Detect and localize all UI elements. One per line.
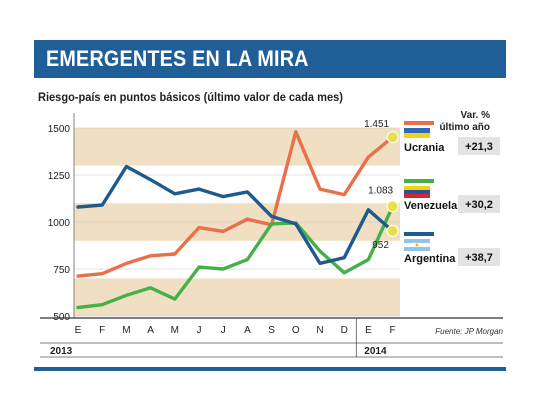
var-header-line2: último año [439, 122, 490, 133]
x-tick-label: M [171, 325, 179, 336]
x-tick-label: E [75, 325, 82, 336]
x-tick-label: A [147, 325, 154, 336]
x-tick-label: S [268, 325, 275, 336]
year-label: 2013 [50, 346, 73, 357]
chart-legend: Ucrania +21,3 Venezuela +30,2 Argentina +38,7 [403, 121, 500, 266]
change-box [458, 195, 500, 213]
venezuela-flag-blue [404, 190, 430, 194]
change-box [458, 137, 500, 155]
marker-argentina [386, 225, 399, 238]
band-0 [74, 128, 400, 166]
page-title: EMERGENTES EN LA MIRA [46, 46, 309, 71]
line-ucrania [76, 130, 395, 278]
y-tick-label: 1000 [48, 218, 71, 229]
x-tick-label: E [365, 325, 372, 336]
x-axis: E F M A M J J A S O N D E F 2013 2014 [40, 317, 503, 358]
venezuela-flag-red [404, 194, 430, 198]
marker-venezuela [386, 200, 399, 213]
header-banner: EMERGENTES EN LA MIRA [34, 40, 506, 78]
y-tick-label: 750 [53, 265, 70, 276]
x-tick-label: O [292, 325, 300, 336]
chart-subtitle: Riesgo-país en puntos básicos (último va… [38, 90, 343, 104]
band-2 [74, 278, 400, 316]
venezuela-flag-yellow [404, 186, 430, 190]
change-value: +30,2 [465, 199, 493, 211]
legend-swatch [404, 179, 434, 183]
marker-ucrania [386, 131, 399, 144]
change-box [458, 248, 500, 266]
bottom-rule [34, 367, 506, 371]
line-venezuela [76, 204, 395, 310]
change-value: +38,7 [465, 252, 493, 264]
chart-markers: 1.451 1.083 952 [364, 119, 399, 251]
ukraine-flag-blue [404, 128, 430, 133]
legend-name: Argentina [404, 253, 456, 265]
chart-grid [74, 127, 400, 317]
legend-entry-argentina: Argentina +38,7 [403, 232, 500, 266]
x-tick-label: J [221, 325, 226, 336]
argentina-flag-top [404, 239, 430, 243]
y-tick-label: 1500 [48, 124, 71, 135]
legend-entry-venezuela: Venezuela +30,2 [404, 179, 500, 213]
x-tick-label: D [341, 325, 348, 336]
ukraine-flag-yellow [404, 133, 430, 138]
x-tick-label: A [244, 325, 251, 336]
legend-name: Ucrania [404, 142, 445, 154]
legend-swatch [404, 232, 434, 236]
legend-name: Venezuela [404, 200, 458, 212]
last-value-label: 1.083 [368, 185, 393, 196]
line-argentina [76, 164, 395, 266]
x-tick-label: N [316, 325, 323, 336]
chart-lines [76, 130, 395, 310]
x-tick-label: F [390, 325, 396, 336]
x-tick-label: J [197, 325, 202, 336]
y-tick-label: 1250 [48, 171, 71, 182]
legend-swatch [404, 121, 434, 125]
last-value-label: 952 [372, 240, 389, 251]
var-header-line1: Var. % [461, 110, 491, 121]
year-label: 2014 [364, 346, 387, 357]
change-value: +21,3 [465, 141, 493, 153]
source-note: Fuente: JP Morgan [435, 327, 503, 336]
x-tick-label: F [99, 325, 105, 336]
x-tick-label: M [122, 325, 130, 336]
argentina-flag-sun [415, 243, 419, 247]
legend-entry-ucrania: Ucrania +21,3 [404, 121, 500, 155]
last-value-label: 1.451 [364, 119, 389, 130]
argentina-flag-bottom [404, 247, 430, 251]
